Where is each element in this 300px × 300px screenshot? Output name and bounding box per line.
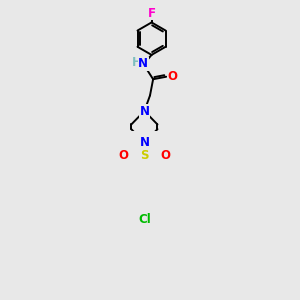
Text: N: N bbox=[140, 105, 149, 118]
Text: N: N bbox=[138, 57, 148, 70]
Text: Cl: Cl bbox=[138, 213, 151, 226]
Text: O: O bbox=[167, 70, 177, 83]
Text: H: H bbox=[132, 56, 142, 69]
Text: S: S bbox=[140, 149, 148, 162]
Text: O: O bbox=[160, 149, 171, 162]
Text: F: F bbox=[148, 7, 156, 20]
Text: O: O bbox=[118, 149, 128, 162]
Text: N: N bbox=[140, 136, 149, 149]
